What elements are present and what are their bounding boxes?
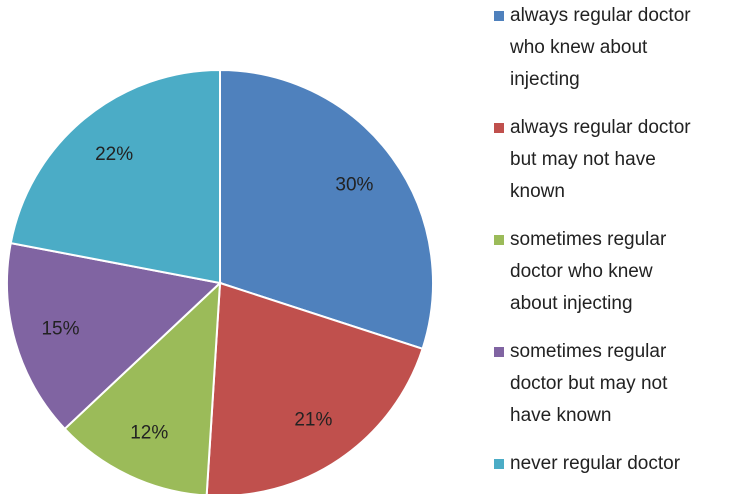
legend-swatch <box>494 235 504 245</box>
legend-label: always regular doctor but may not have k… <box>510 117 691 202</box>
data-label: 15% <box>41 318 79 339</box>
data-label: 22% <box>95 144 133 165</box>
legend-label: sometimes regular doctor who knew about … <box>510 229 667 314</box>
legend-label: never regular doctor <box>510 453 681 474</box>
pie-slice <box>6 241 223 431</box>
legend-swatch <box>494 459 504 469</box>
pie-area: 30% 21% 12% 15% 22% <box>6 68 434 494</box>
legend-swatch <box>494 347 504 357</box>
legend-entry: always regular doctor who knew about inj… <box>490 0 725 96</box>
legend-entry: sometimes regular doctor but may not hav… <box>490 336 725 432</box>
pie-slice <box>9 68 221 285</box>
pie-slice <box>219 68 434 351</box>
legend-label: sometimes regular doctor but may not hav… <box>510 341 668 426</box>
legend-swatch <box>494 11 504 21</box>
legend: always regular doctor who knew about inj… <box>490 0 725 494</box>
legend-entry: never regular doctor <box>490 448 725 480</box>
legend-entry: always regular doctor but may not have k… <box>490 112 725 208</box>
legend-label: always regular doctor who knew about inj… <box>510 5 691 90</box>
legend-entry: sometimes regular doctor who knew about … <box>490 224 725 320</box>
data-label: 12% <box>130 422 168 443</box>
pie-slice <box>205 281 424 494</box>
legend-swatch <box>494 123 504 133</box>
data-label: 21% <box>294 409 332 430</box>
data-label: 30% <box>335 174 373 195</box>
pie-slice <box>63 280 222 494</box>
